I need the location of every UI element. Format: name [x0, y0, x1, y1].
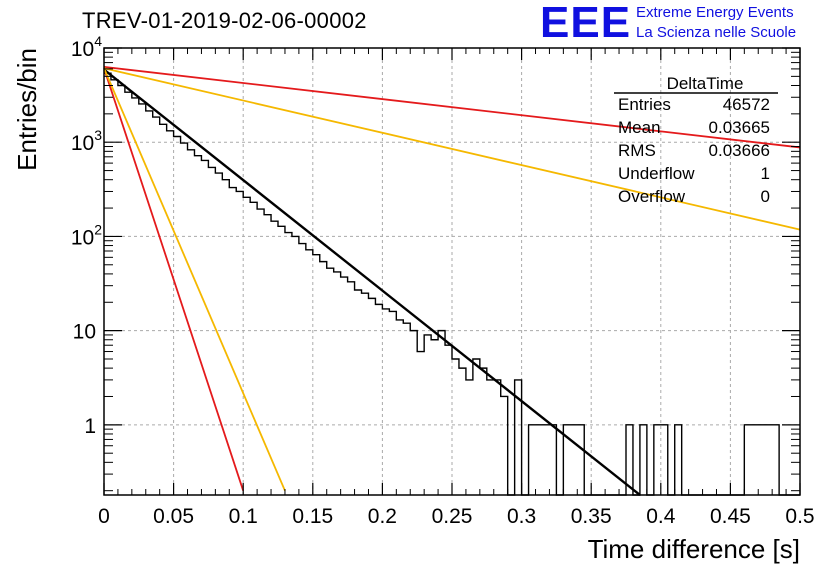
- stats-row-value: 1: [761, 164, 770, 183]
- stats-row-value: 46572: [723, 95, 770, 114]
- x-tick-label: 0: [98, 505, 110, 528]
- fit-lines: [103, 66, 801, 496]
- x-tick-label: 0.3: [507, 505, 536, 528]
- stats-box: DeltaTime Entries 46572 Mean 0.03665 RMS 0.036…: [614, 74, 778, 206]
- plot-title: TREV-01-2019-02-06-00002: [82, 8, 367, 33]
- x-tick-label: 0.4: [646, 505, 676, 528]
- stats-row-label: Mean: [618, 118, 661, 137]
- logo-line-2: La Scienza nelle Scuole: [636, 24, 797, 41]
- y-tick-label: 102: [71, 221, 102, 249]
- stats-row-label: RMS: [618, 141, 656, 160]
- x-axis-title: Time difference [s]: [588, 534, 800, 564]
- x-tick-label: 0.25: [432, 505, 473, 528]
- y-axis-title: Entries/bin: [12, 48, 42, 171]
- histogram-bars: [104, 72, 800, 496]
- x-tick-label: 0.45: [710, 505, 751, 528]
- histogram-step-line: [104, 72, 800, 496]
- fit-line: [103, 67, 801, 231]
- y-tick-label: 104: [71, 33, 102, 61]
- stats-row-label: Underflow: [618, 164, 695, 183]
- x-tick-label: 0.05: [153, 505, 194, 528]
- stats-row-label: Entries: [618, 95, 671, 114]
- logo-line-1: Extreme Energy Events: [636, 4, 794, 21]
- fit-line: [103, 66, 801, 149]
- y-tick-label: 1: [84, 415, 96, 438]
- x-tick-label: 0.5: [785, 505, 814, 528]
- x-tick-label: 0.15: [292, 505, 333, 528]
- axis-ticks: [103, 47, 801, 495]
- grid-lines: [104, 47, 800, 495]
- x-tick-label: 0.2: [368, 505, 397, 528]
- y-tick-label: 10: [73, 321, 96, 344]
- stats-row-label: Overflow: [618, 187, 686, 206]
- x-tick-label: 0.1: [229, 505, 258, 528]
- x-tick-label: 0.35: [571, 505, 612, 528]
- logo-mark: EEE: [540, 0, 632, 47]
- y-tick-labels: 1 10 102 103 104: [71, 33, 102, 438]
- stats-row-value: 0.03665: [709, 118, 770, 137]
- fit-line: [103, 67, 245, 491]
- x-tick-labels: 0 0.05 0.1 0.15 0.2 0.25 0.3 0.35 0.4 0.45 0.5: [98, 505, 814, 528]
- fit-line: [103, 68, 641, 496]
- stats-row-value: 0: [761, 187, 770, 206]
- fit-line: [103, 67, 286, 492]
- stats-title: DeltaTime: [667, 74, 744, 93]
- stats-row-value: 0.03666: [709, 141, 770, 160]
- y-tick-label: 103: [71, 127, 102, 155]
